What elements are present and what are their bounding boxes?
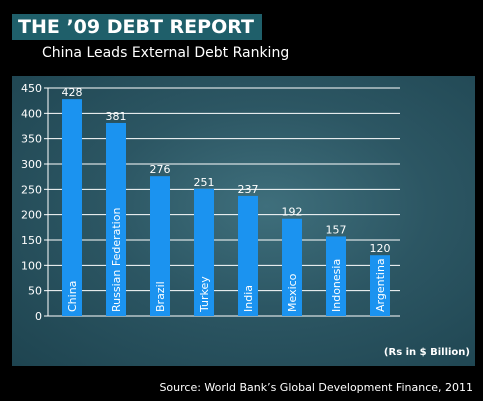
unit-label: (Rs in $ Billion)	[384, 347, 470, 358]
chart-subtitle: China Leads External Debt Ranking	[42, 45, 290, 61]
source-note: Source: World Bank’s Global Development …	[159, 381, 473, 394]
y-tick-label: 0	[35, 310, 42, 323]
bar-russian-federation	[106, 122, 126, 317]
category-label: Mexico	[286, 273, 299, 312]
value-label: 157	[326, 223, 347, 236]
category-label: Turkey	[198, 276, 211, 313]
bar-china	[62, 99, 82, 316]
y-tick-label: 300	[21, 158, 42, 171]
category-label: Brazil	[154, 281, 167, 312]
value-label: 276	[150, 163, 171, 176]
bar-indonesia	[326, 236, 346, 316]
category-label: India	[242, 285, 255, 312]
grid-lines	[48, 87, 400, 317]
category-label: Russian Federation	[110, 208, 123, 312]
y-tick-label: 450	[21, 82, 42, 95]
y-tick-label: 250	[21, 183, 42, 196]
bar-brazil	[150, 176, 170, 316]
y-axis: 0 50 100 150 200 250 300 350 400 450	[21, 82, 49, 323]
category-label: China	[66, 281, 79, 312]
bar-india	[238, 195, 258, 316]
value-label: 428	[62, 86, 83, 99]
value-label: 120	[370, 242, 391, 255]
value-label: 237	[238, 183, 259, 196]
y-tick-label: 100	[21, 259, 42, 272]
y-tick-label: 350	[21, 133, 42, 146]
bar-argentina	[370, 255, 390, 316]
category-label: Argentina	[374, 258, 387, 312]
y-tick-label: 150	[21, 234, 42, 247]
value-label: 381	[106, 110, 127, 123]
category-label: Indonesia	[330, 259, 343, 312]
report-title: THE ’09 DEBT REPORT	[12, 14, 262, 40]
y-tick-label: 200	[21, 209, 42, 222]
bar-mexico	[282, 218, 302, 316]
bar-turkey	[194, 188, 214, 316]
y-tick-label: 50	[28, 285, 42, 298]
value-label: 251	[194, 176, 215, 189]
value-label: 192	[282, 206, 303, 219]
y-tick-label: 400	[21, 107, 42, 120]
bars: 428 China 381 Russian Federation 276 Brazil 25…	[62, 86, 391, 317]
